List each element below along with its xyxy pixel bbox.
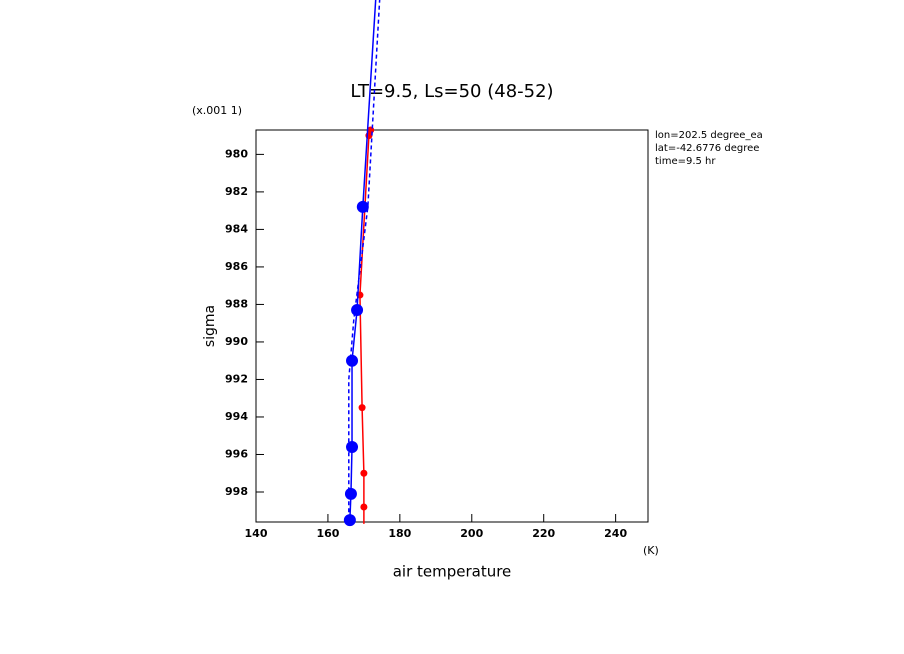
note: lon=202.5 degree_ea — [655, 130, 763, 141]
chart-title: LT=9.5, Ls=50 (48-52) — [350, 81, 553, 102]
plot-frame — [255, 129, 649, 523]
y-tick-label: 994 — [225, 410, 248, 423]
note: time=9.5 hr — [655, 156, 716, 167]
point — [343, 514, 356, 527]
point — [346, 354, 359, 367]
point — [344, 487, 357, 500]
x-tick-label: 200 — [460, 527, 483, 540]
x-tick-label: 140 — [245, 527, 268, 540]
point — [358, 404, 366, 412]
point — [356, 200, 369, 213]
y-tick-label: 990 — [225, 335, 248, 348]
point — [360, 469, 368, 477]
point — [360, 503, 368, 511]
x-tick-label: 180 — [388, 527, 411, 540]
y-tick-label: 996 — [225, 447, 248, 460]
x-unit: (K) — [643, 544, 659, 557]
y-tick-label: 998 — [225, 485, 248, 498]
x-tick-label: 160 — [316, 527, 339, 540]
y-tick-label: 988 — [225, 297, 248, 310]
y-tick-label: 986 — [225, 260, 248, 273]
series-line — [348, 0, 381, 522]
y-axis-label: sigma — [202, 305, 218, 347]
point — [346, 440, 359, 453]
y-scale-note: (x.001 1) — [192, 104, 242, 117]
y-tick-label: 984 — [225, 222, 248, 235]
point — [351, 304, 364, 317]
x-tick-label: 240 — [604, 527, 627, 540]
note: lat=-42.6776 degree — [655, 143, 759, 154]
y-tick-label: 992 — [225, 372, 248, 385]
x-axis-label: air temperature — [393, 563, 512, 581]
y-tick-label: 982 — [225, 185, 248, 198]
y-tick-label: 980 — [225, 147, 248, 160]
x-tick-label: 220 — [532, 527, 555, 540]
